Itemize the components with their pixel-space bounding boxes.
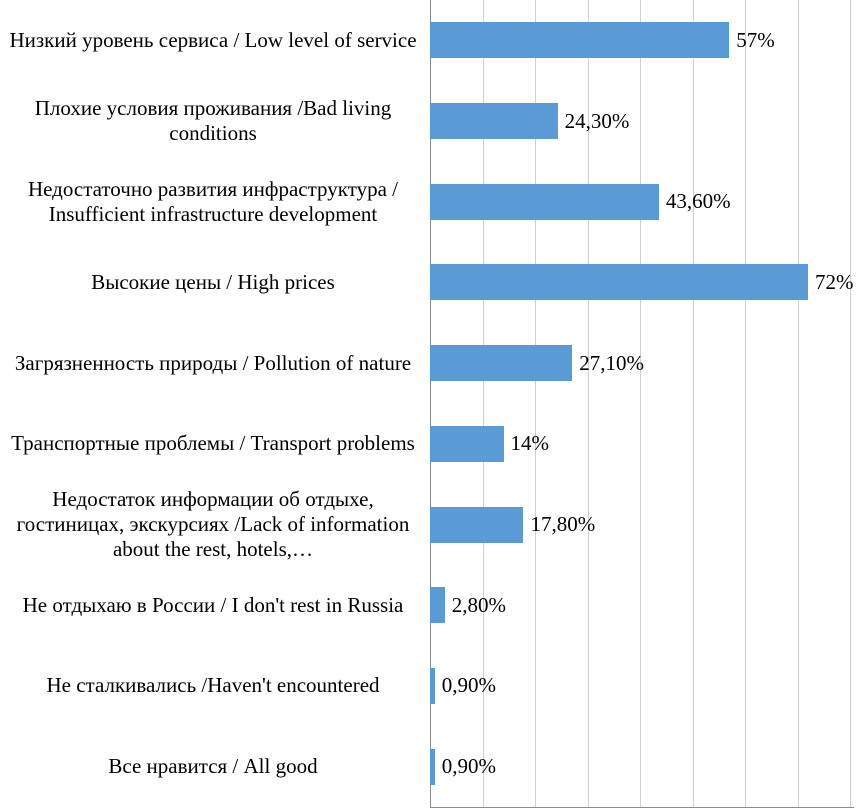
category-label: Недостаток информации об отдыхе, гостини… (16, 486, 410, 562)
category-label: Загрязненность природы / Pollution of na… (14, 350, 412, 375)
plot-gridlines (430, 0, 851, 807)
value-label: 27,10% (579, 350, 645, 375)
value-label: 0,90% (441, 754, 496, 779)
bar (430, 587, 445, 624)
gridline (850, 0, 851, 807)
bar-area: 57% (430, 0, 850, 81)
category-label: Все нравится / All good (108, 754, 318, 779)
category-label: Высокие цены / High prices (91, 269, 335, 294)
bar-area: 72% (430, 242, 854, 323)
value-label: 14% (510, 431, 550, 456)
bar (430, 425, 504, 462)
value-label: 0,90% (441, 673, 496, 698)
value-label: 72% (815, 269, 854, 294)
bar-area: 17,80% (430, 484, 850, 565)
gridline (482, 0, 484, 807)
chart-row: Загрязненность природы / Pollution of na… (0, 323, 858, 404)
chart-row: Недостаток информации об отдыхе, гостини… (0, 484, 858, 565)
bar (430, 667, 435, 704)
gridline (692, 0, 694, 807)
chart-row: Плохие условия проживания /Bad living co… (0, 81, 858, 162)
bar (430, 345, 573, 382)
bar-area: 27,10% (430, 323, 850, 404)
bar (430, 748, 435, 785)
value-label: 43,60% (665, 189, 731, 214)
category-label: Недостаточно развития инфраструктура / I… (27, 176, 399, 226)
bar (430, 183, 659, 220)
bar (430, 22, 730, 59)
value-label: 2,80% (451, 592, 506, 617)
chart-row: Недостаточно развития инфраструктура / I… (0, 161, 858, 242)
y-axis-line (430, 0, 431, 807)
bar (430, 264, 808, 301)
chart-row: Высокие цены / High prices 72% (0, 242, 858, 323)
chart-row: Все нравится / All good 0,90% (0, 726, 858, 807)
bar (430, 103, 558, 140)
bar-area: 24,30% (430, 81, 850, 162)
bar (430, 506, 524, 543)
chart-row: Не сталкивались /Haven't encountered 0,90… (0, 646, 858, 727)
value-label: 17,80% (530, 512, 596, 537)
chart-row: Не отдыхаю в России / I don't rest in Ru… (0, 565, 858, 646)
category-label: Плохие условия проживания /Bad living co… (34, 95, 392, 146)
bar-area: 14% (430, 404, 850, 485)
gridline (745, 0, 746, 807)
gridline (535, 0, 536, 807)
gridline (587, 0, 589, 807)
gridline (797, 0, 799, 807)
category-label: Низкий уровень сервиса / Low level of se… (9, 27, 417, 52)
chart-row: Транспортные проблемы / Transport proble… (0, 404, 858, 485)
chart-row: Низкий уровень сервиса / Low level of se… (0, 0, 858, 81)
value-label: 57% (736, 27, 775, 52)
bar-area: 43,60% (430, 161, 850, 242)
category-label: Не отдыхаю в России / I don't rest in Ru… (22, 592, 404, 617)
gridline (640, 0, 641, 807)
bar-area: 0,90% (430, 726, 850, 807)
value-label: 24,30% (564, 108, 630, 133)
category-label: Не сталкивались /Haven't encountered (46, 673, 380, 698)
category-label: Транспортные проблемы / Transport proble… (11, 431, 415, 456)
x-axis-line (430, 807, 854, 808)
bar-area: 0,90% (430, 646, 850, 727)
bar-area: 2,80% (430, 565, 850, 646)
